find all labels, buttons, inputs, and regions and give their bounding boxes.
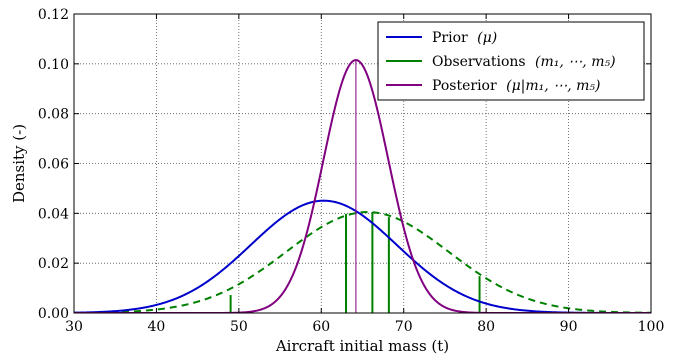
legend-label-posterior-math: (μ|m₁, ⋯, m₅) [506,78,600,94]
y-tick-label: 0.04 [38,206,69,222]
x-tick-label: 100 [638,319,665,335]
y-tick-label: 0.02 [38,256,69,272]
x-tick-label: 90 [560,319,578,335]
x-tick-label: 50 [230,319,248,335]
x-tick-label: 40 [148,319,166,335]
legend-label-prior-text: Prior [432,30,468,46]
legend-label-observations: Observations (m₁, ⋯, m₅) [432,54,616,70]
legend-label-observations-math: (m₁, ⋯, m₅) [535,54,616,70]
grid [74,14,651,313]
x-tick-label: 80 [477,319,495,335]
legend-label-prior: Prior (μ) [432,30,497,46]
legend-label-observations-text: Observations [432,54,526,70]
x-tick-label: 70 [395,319,413,335]
legend-label-prior-math: (μ) [477,30,497,46]
legend-label-posterior: Posterior (μ|m₁, ⋯, m₅) [432,78,600,94]
y-tick-label: 0.10 [38,57,69,73]
prior-curve [74,199,651,313]
legend-label-posterior-text: Posterior [432,78,497,94]
posterior-curve [74,59,651,313]
x-axis-label: Aircraft initial mass (t) [275,337,449,355]
x-tick-label: 30 [65,319,83,335]
legend: Prior (μ) Observations (m₁, ⋯, m₅) Poste… [377,21,645,101]
y-tick-label: 0.00 [38,306,69,322]
axis-ticks: 30 40 50 60 70 80 90 100 0.00 0.02 0.04 0.06 0.08 0.1… [38,7,665,335]
y-axis-label: Density (-) [10,124,28,203]
legend-box [377,21,645,101]
y-tick-label: 0.08 [38,107,69,123]
x-tick-label: 60 [312,319,330,335]
plot-area [74,59,651,313]
y-tick-label: 0.12 [38,7,69,23]
y-tick-label: 0.06 [38,157,69,173]
observation-density-curve [74,211,651,313]
